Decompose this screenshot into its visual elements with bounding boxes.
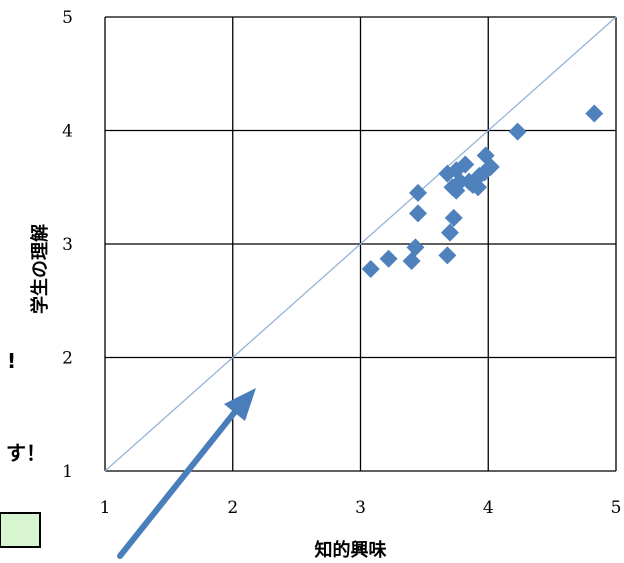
data-point-0 <box>361 259 380 278</box>
reference-line <box>104 16 617 472</box>
data-point-23 <box>585 104 604 123</box>
y-axis-title: 学生の理解 <box>29 224 51 314</box>
y-tick-label-4: 4 <box>62 122 73 142</box>
y-tick-labels: 1 2 3 4 5 <box>62 8 73 482</box>
x-tick-label-5: 5 <box>611 498 622 518</box>
y-tick-label-1: 1 <box>62 462 73 482</box>
x-tick-label-4: 4 <box>483 498 494 518</box>
data-point-5 <box>408 204 427 223</box>
note-box <box>0 512 41 548</box>
x-axis-title: 知的興味 <box>315 539 387 561</box>
data-point-8 <box>444 208 463 227</box>
data-point-22 <box>508 122 527 141</box>
data-point-1 <box>379 249 398 268</box>
left-text-fragment-2: す！ <box>6 441 46 465</box>
x-tick-label-1: 1 <box>100 498 111 518</box>
x-tick-label-2: 2 <box>227 498 238 518</box>
x-tick-labels: 1 2 3 4 5 <box>100 498 622 518</box>
y-tick-label-2: 2 <box>62 349 73 369</box>
data-point-6 <box>438 246 457 265</box>
x-tick-label-3: 3 <box>355 498 366 518</box>
data-point-17 <box>469 178 488 197</box>
data-point-2 <box>402 252 421 271</box>
data-points <box>361 104 604 278</box>
data-point-3 <box>406 238 425 257</box>
arrow-annotation <box>117 388 256 559</box>
data-point-21 <box>481 157 500 176</box>
data-point-4 <box>408 183 427 202</box>
y-tick-label-3: 3 <box>62 235 73 255</box>
data-point-7 <box>440 223 459 242</box>
y-tick-label-5: 5 <box>62 8 73 28</box>
data-point-14 <box>456 155 475 174</box>
scatter-chart: 1 2 3 4 5 1 2 3 4 5 知的興味 学生の理解 <box>29 8 621 561</box>
left-text-fragment-1: ! <box>7 349 16 373</box>
